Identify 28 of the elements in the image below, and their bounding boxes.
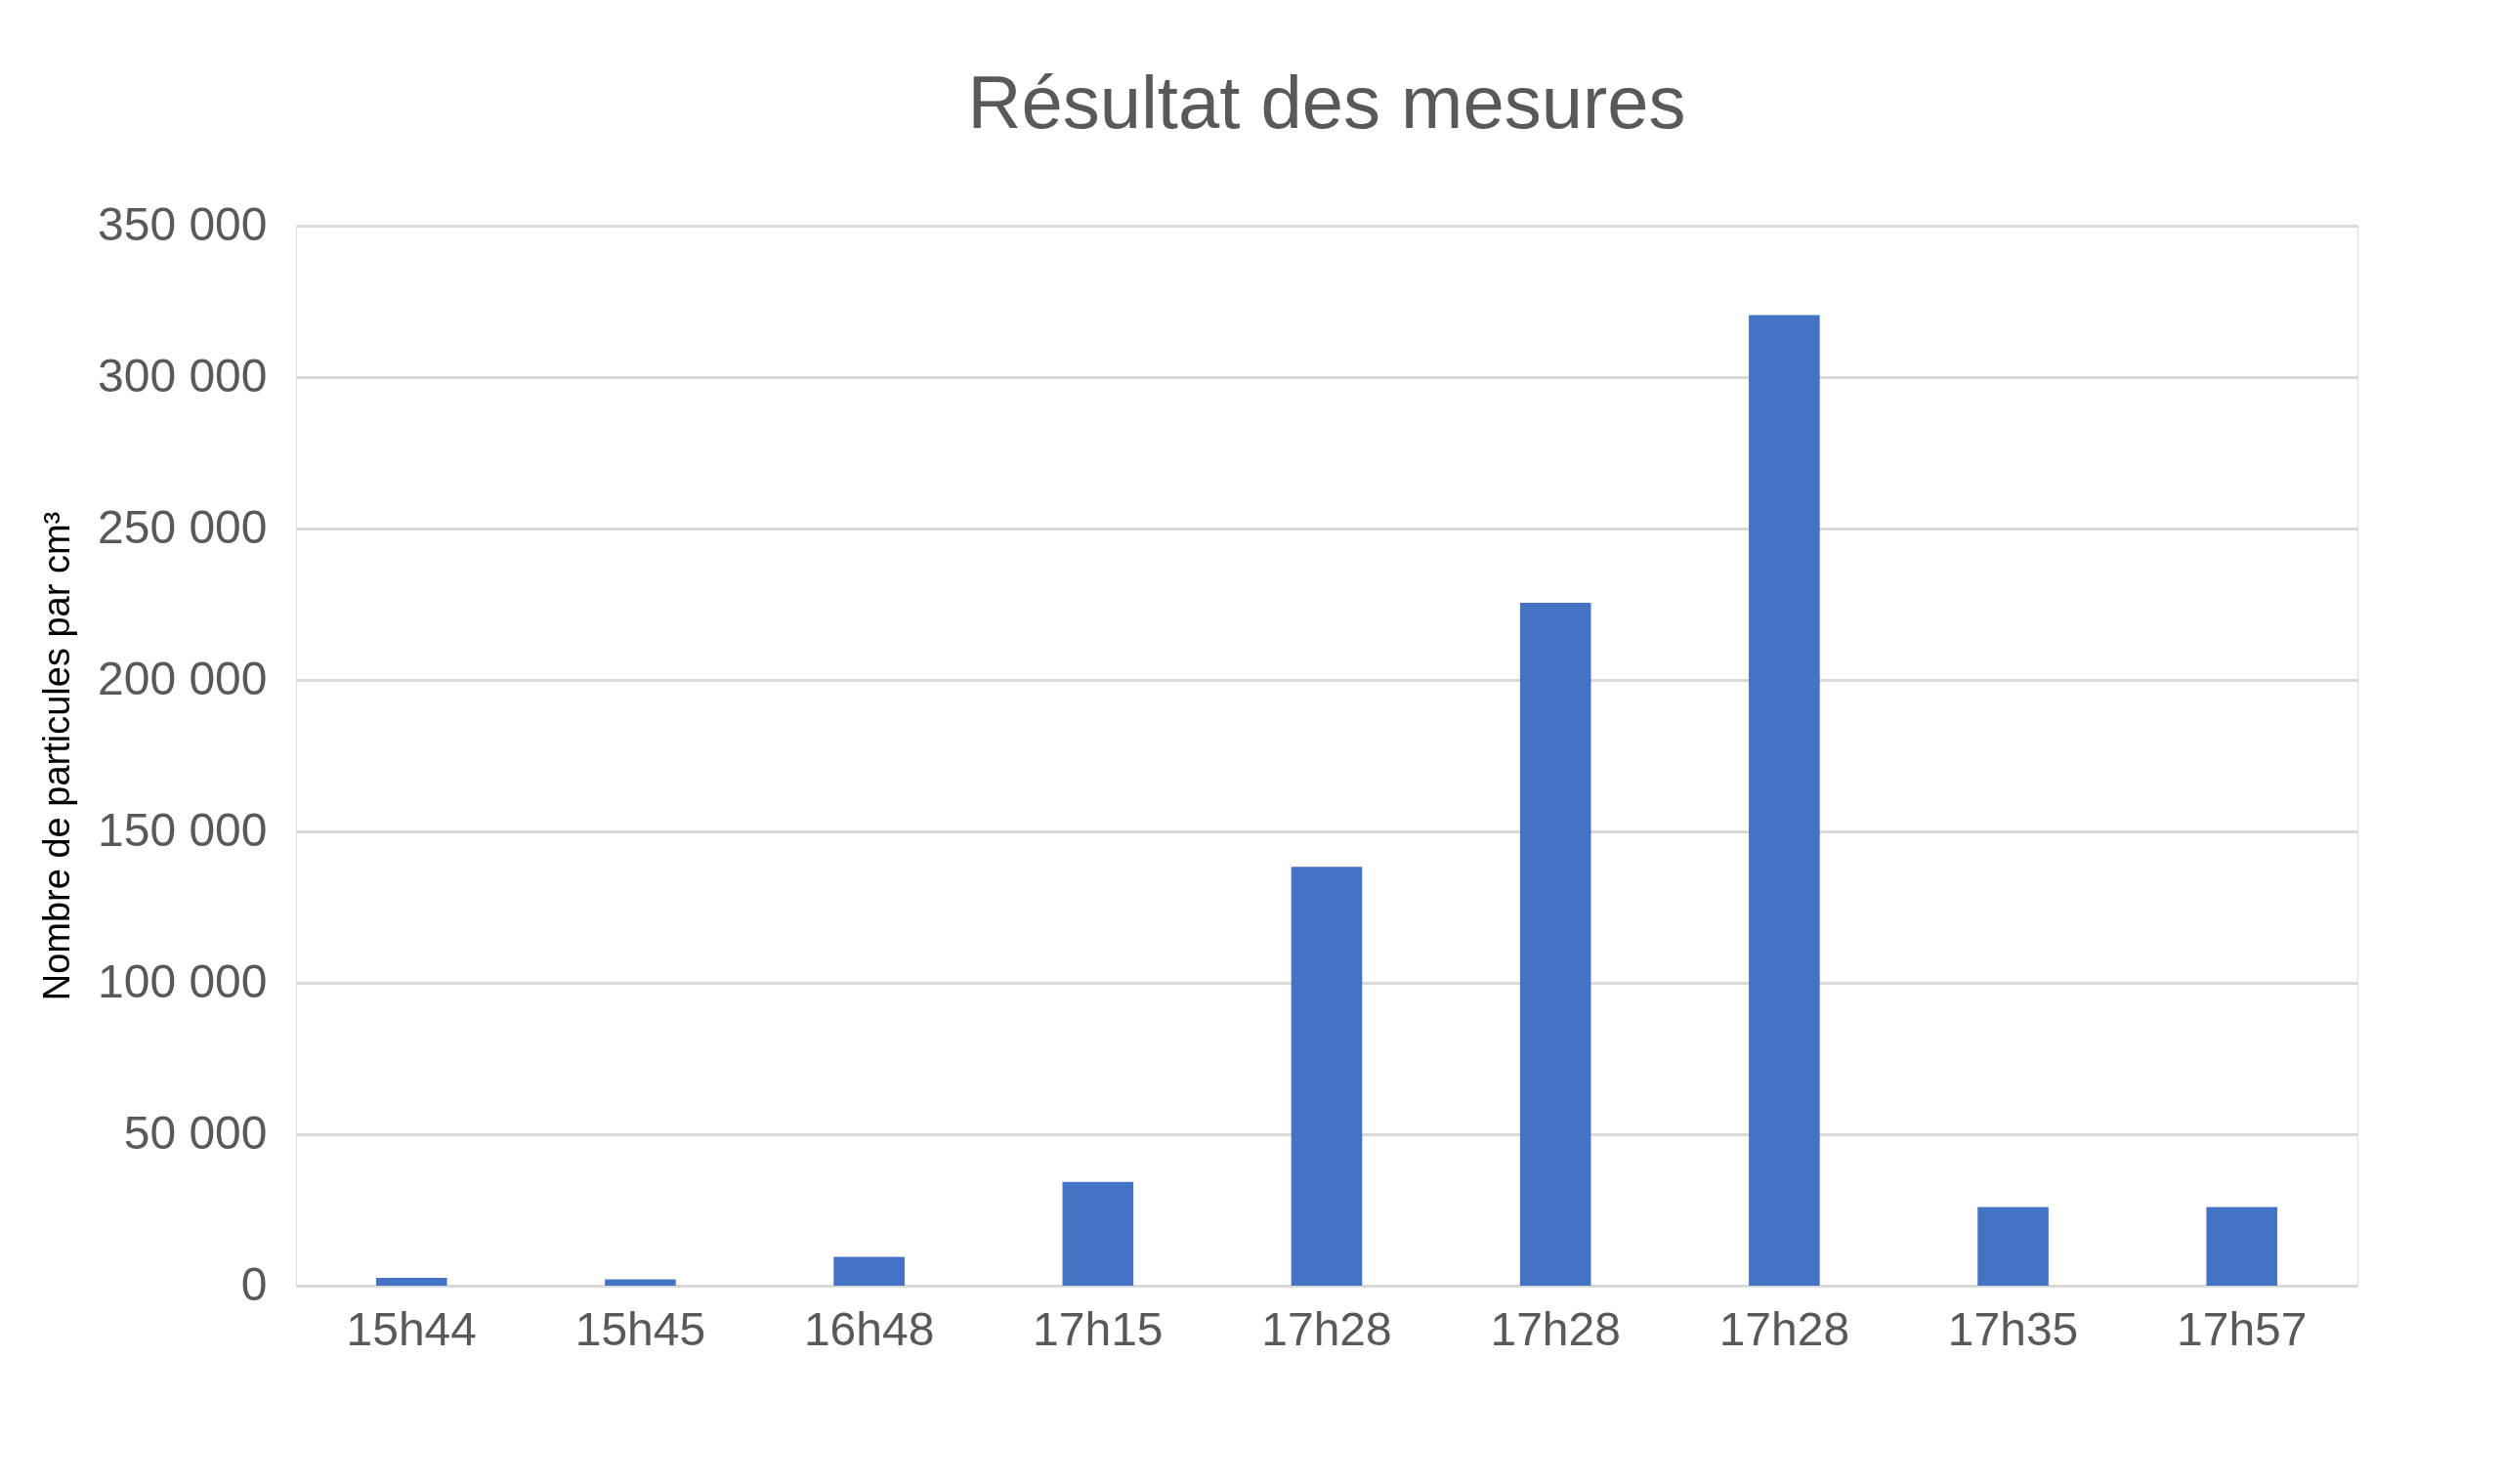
x-tick-label: 16h48 <box>803 1302 935 1355</box>
x-tick-label: 17h57 <box>2176 1302 2308 1355</box>
bar <box>605 1279 676 1286</box>
bar <box>2206 1207 2278 1286</box>
bar <box>1062 1181 1134 1286</box>
bar <box>375 1277 447 1286</box>
bar <box>833 1256 905 1286</box>
bar <box>1291 867 1363 1286</box>
y-tick-label: 200 000 <box>97 652 268 704</box>
y-axis-title: Nombre de particules par cm³ <box>35 511 77 1001</box>
y-tick-label: 100 000 <box>97 954 268 1007</box>
x-tick-label: 17h15 <box>1033 1302 1164 1355</box>
y-tick-label: 0 <box>240 1257 268 1310</box>
y-tick-label: 150 000 <box>97 803 268 856</box>
y-tick-label: 350 000 <box>97 197 268 250</box>
x-tick-label: 17h28 <box>1490 1302 1621 1355</box>
x-tick-label: 17h28 <box>1261 1302 1392 1355</box>
y-tick-label: 300 000 <box>97 349 268 402</box>
bar <box>1749 315 1820 1286</box>
bar <box>1977 1207 2049 1286</box>
x-tick-label: 17h35 <box>1947 1302 2079 1355</box>
x-tick-label: 17h28 <box>1718 1302 1850 1355</box>
y-tick-label: 250 000 <box>97 500 268 553</box>
chart-title: Résultat des mesures <box>967 61 1686 144</box>
y-tick-label: 50 000 <box>123 1106 268 1159</box>
x-tick-label: 15h44 <box>346 1302 478 1355</box>
x-tick-label: 15h45 <box>574 1302 706 1355</box>
bar <box>1519 602 1591 1286</box>
